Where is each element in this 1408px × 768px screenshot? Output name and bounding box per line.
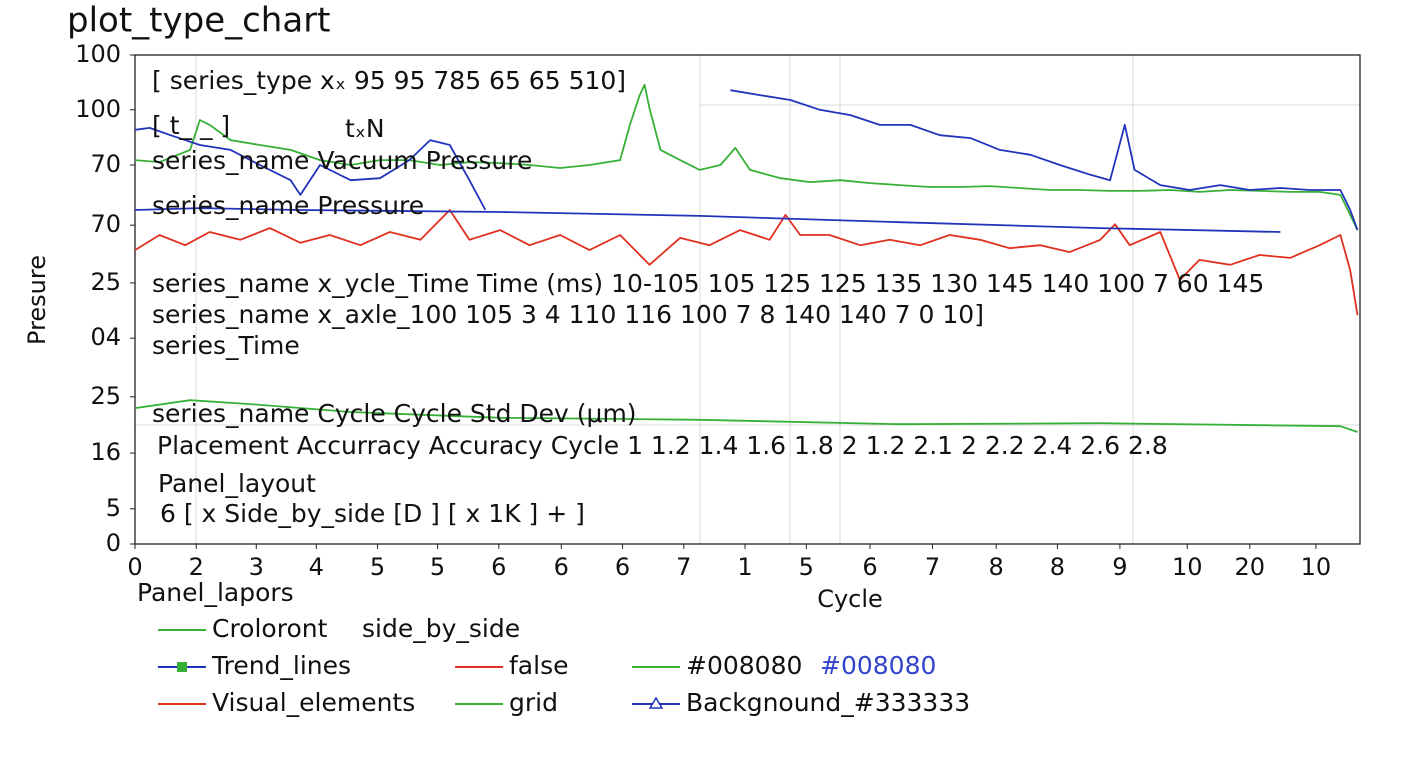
x-tick-label: 1 xyxy=(737,553,752,581)
y-tick-label: 0 xyxy=(106,529,121,557)
x-tick-label: 2 xyxy=(189,553,204,581)
y-tick-label: 70 xyxy=(90,210,121,238)
x-tick-label: 3 xyxy=(249,553,264,581)
x-axis-label: Cycle xyxy=(817,585,883,613)
x-tick-label: 8 xyxy=(1050,553,1065,581)
x-tick-label: 20 xyxy=(1234,553,1265,581)
x-tick-label: 0 xyxy=(127,553,142,581)
x-tick-label: 9 xyxy=(1112,553,1127,581)
x-tick-label: 6 xyxy=(491,553,506,581)
y-tick-label: 25 xyxy=(90,268,121,296)
annotation: [ series_type xₓ 95 95 785 65 65 510] xyxy=(152,66,626,95)
plot-frame xyxy=(134,54,1361,545)
annotation: Panel_layout xyxy=(158,469,316,498)
x-tick-label: 8 xyxy=(989,553,1004,581)
y-tick-label: 5 xyxy=(106,494,121,522)
legend-title: Panel_lapors xyxy=(137,578,294,607)
guide-lines xyxy=(135,55,1360,544)
annotation: series_name x_ycle_Time Time (ms) 10-105… xyxy=(152,269,1264,298)
series-line xyxy=(134,209,1359,316)
annotation: series_name x_axle_100 105 3 4 110 116 1… xyxy=(152,300,984,329)
x-tick-label: 6 xyxy=(554,553,569,581)
series-line xyxy=(134,83,1359,231)
x-tick-label: 5 xyxy=(370,553,385,581)
annotation: tₓN xyxy=(345,114,385,143)
legend-label: false xyxy=(509,651,568,680)
y-tick-label: 04 xyxy=(90,323,121,351)
y-tick-label: 25 xyxy=(90,382,121,410)
y-tick-label: 100 xyxy=(75,40,121,68)
annotation: Placement Accurracy Accuracy Cycle 1 1.2… xyxy=(157,431,1168,460)
y-tick-label: 16 xyxy=(90,438,121,466)
annotation: [ t_ _ ] xyxy=(152,111,230,140)
annotation: series_name Pressure xyxy=(152,191,424,220)
legend-label: Croloront xyxy=(212,614,328,643)
annotation: series_name Vacuum Pressure xyxy=(152,146,532,175)
x-tick-label: 5 xyxy=(430,553,445,581)
legend-label: #008080 xyxy=(686,651,802,680)
annotation: series_Time xyxy=(152,331,300,360)
y-tick-label: 100 xyxy=(75,95,121,123)
legend-label: #008080 xyxy=(820,651,936,680)
series-line xyxy=(134,207,1281,233)
legend-label: grid xyxy=(509,688,558,717)
series-line xyxy=(134,399,1358,433)
x-tick-label: 6 xyxy=(615,553,630,581)
x-tick-label: 5 xyxy=(799,553,814,581)
x-tick-label: 10 xyxy=(1301,553,1332,581)
annotation: 6 [ x Side_by_side [D ] [ x 1K ] + ] xyxy=(160,499,585,528)
series-line xyxy=(134,89,1359,231)
legend-marker xyxy=(648,696,664,709)
x-tick-label: 7 xyxy=(676,553,691,581)
y-axis-label: Presure xyxy=(23,255,51,345)
legend-label: side_by_side xyxy=(362,614,520,643)
legend-label: Backgnound_#333333 xyxy=(686,688,970,717)
legend-label: Trend_lines xyxy=(211,651,351,680)
legend-marker xyxy=(177,662,187,672)
x-tick-label: 7 xyxy=(925,553,940,581)
chart-title: plot_type_chart xyxy=(67,1,331,41)
annotation: series_name Cycle Cycle Std Dev (μm) xyxy=(152,399,637,428)
legend-label: Visual_elements xyxy=(212,688,415,717)
y-tick-label: 70 xyxy=(90,150,121,178)
x-tick-label: 10 xyxy=(1172,553,1203,581)
x-tick-label: 6 xyxy=(862,553,877,581)
x-tick-label: 4 xyxy=(309,553,324,581)
